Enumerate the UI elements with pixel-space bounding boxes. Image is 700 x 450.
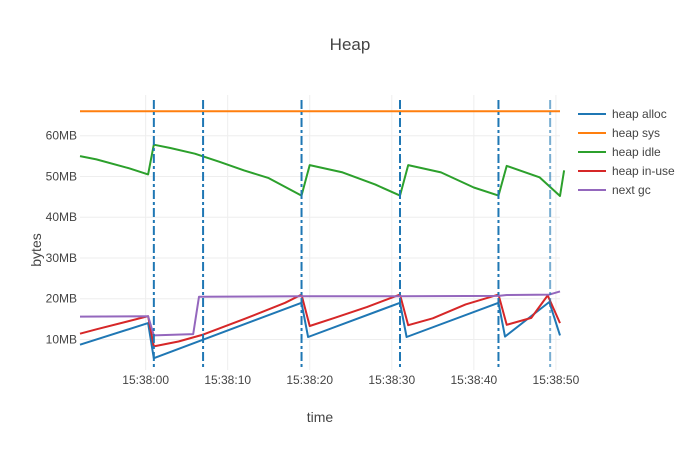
x-tick-label: 15:38:50 xyxy=(533,373,580,387)
legend-item[interactable]: heap in-use xyxy=(578,164,675,178)
legend-label: heap in-use xyxy=(612,164,675,178)
y-tick-label: 60MB xyxy=(46,129,77,143)
chart-grid xyxy=(80,95,560,370)
series-line-next-gc xyxy=(79,290,561,337)
legend-item[interactable]: heap idle xyxy=(578,145,661,159)
x-tick-label: 15:38:10 xyxy=(204,373,251,387)
legend-label: heap sys xyxy=(612,126,660,140)
y-tick-label: 40MB xyxy=(46,210,77,224)
legend-label: next gc xyxy=(612,183,651,197)
legend-label: heap idle xyxy=(612,145,661,159)
legend-item[interactable]: heap sys xyxy=(578,126,660,140)
y-axis-label: bytes xyxy=(28,233,44,266)
chart-legend[interactable]: heap alloc heap sys heap idle heap in-use ne… xyxy=(578,107,675,197)
legend-item[interactable]: heap alloc xyxy=(578,107,667,121)
y-tick-label: 10MB xyxy=(46,332,77,346)
x-tick-label: 15:38:30 xyxy=(368,373,415,387)
x-tick-label: 15:38:20 xyxy=(286,373,333,387)
x-tick-label: 15:38:40 xyxy=(450,373,497,387)
chart-title: Heap xyxy=(330,35,371,54)
axis-ticks: 15:38:00 15:38:10 15:38:20 15:38:30 15:38:40… xyxy=(46,129,580,387)
series-line-heap-idle xyxy=(79,143,566,197)
legend-item[interactable]: next gc xyxy=(578,183,651,197)
y-tick-label: 20MB xyxy=(46,292,77,306)
series-line-heap-in-use xyxy=(79,293,561,348)
x-axis-label: time xyxy=(307,409,334,425)
y-tick-label: 50MB xyxy=(46,169,77,183)
x-tick-label: 15:38:00 xyxy=(122,373,169,387)
y-tick-label: 30MB xyxy=(46,251,77,265)
legend-label: heap alloc xyxy=(612,107,667,121)
gc-markers xyxy=(152,100,552,370)
